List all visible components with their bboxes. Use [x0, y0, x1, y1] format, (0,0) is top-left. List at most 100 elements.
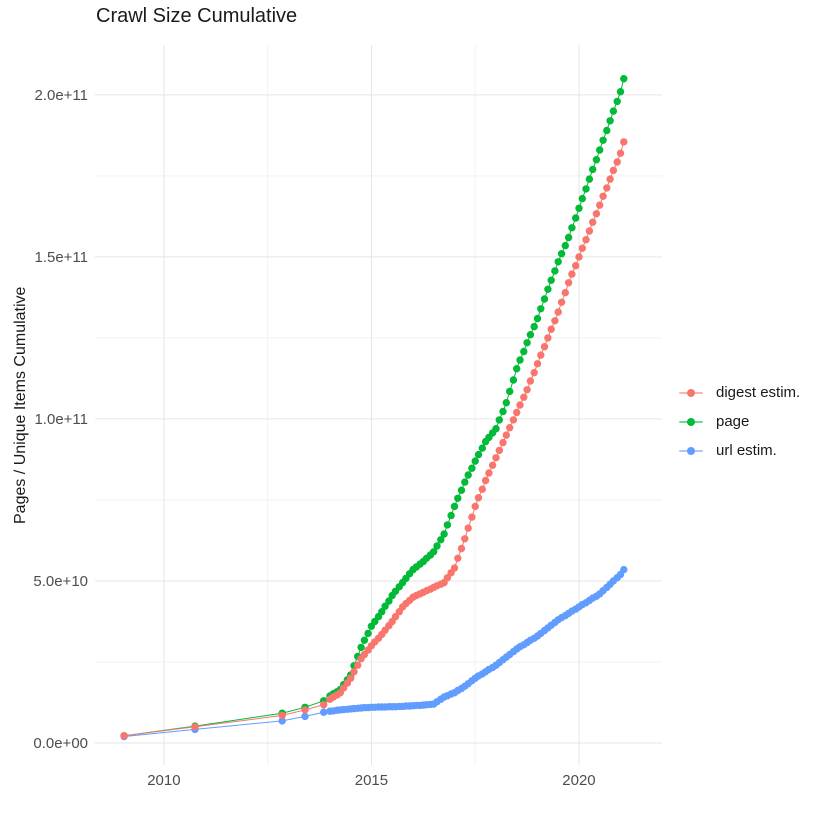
data-point-digest-estim-: [478, 485, 486, 493]
data-point-page: [499, 407, 507, 416]
data-point-page: [547, 276, 555, 284]
data-point-page: [596, 146, 604, 154]
data-point-page: [606, 117, 614, 125]
data-point-page: [509, 376, 518, 384]
data-point-page: [537, 305, 545, 313]
data-point-page: [520, 347, 528, 356]
data-point-digest-estim-: [537, 351, 545, 359]
data-point-digest-estim-: [547, 325, 555, 333]
data-point-page: [557, 250, 566, 258]
y-tick-label: 0.0e+00: [33, 735, 88, 752]
data-point-digest-estim-: [578, 244, 586, 252]
data-point-digest-estim-: [616, 149, 625, 157]
data-point-page: [599, 136, 607, 144]
data-point-digest-estim-: [530, 368, 538, 377]
data-point-digest-estim-: [554, 308, 562, 316]
data-point-digest-estim-: [468, 513, 476, 521]
legend-key-digest-estim-icon: [679, 388, 703, 398]
data-point-digest-estim-: [506, 424, 514, 432]
data-point-page: [540, 295, 549, 303]
x-tick-label: 2010: [147, 772, 180, 789]
data-point-digest-estim-: [613, 158, 621, 166]
data-point-page: [513, 365, 521, 373]
data-point-page: [578, 194, 586, 203]
data-point-digest-estim-: [526, 377, 535, 385]
data-point-digest-estim-: [278, 711, 286, 720]
data-point-digest-estim-: [354, 661, 362, 669]
data-point-digest-estim-: [551, 317, 559, 325]
data-point-page: [575, 204, 583, 212]
data-point-digest-estim-: [564, 279, 573, 287]
chart-title: Crawl Size Cumulative: [96, 5, 298, 27]
legend-item-url-estim: url estim.: [679, 436, 800, 465]
data-point-page: [464, 471, 472, 479]
data-point-digest-estim-: [471, 502, 479, 511]
data-point-digest-estim-: [609, 166, 618, 175]
data-point-page: [561, 241, 569, 250]
data-point-digest-estim-: [596, 201, 604, 209]
data-point-page: [468, 464, 476, 472]
data-point-digest-estim-: [544, 334, 552, 342]
data-point-digest-estim-: [474, 494, 483, 502]
data-point-digest-estim-: [464, 524, 472, 532]
data-point-page: [533, 314, 542, 323]
data-point-digest-estim-: [540, 343, 549, 351]
data-point-digest-estim-: [450, 564, 459, 572]
data-point-digest-estim-: [509, 416, 518, 424]
data-point-digest-estim-: [454, 554, 462, 562]
data-point-digest-estim-: [582, 236, 590, 244]
data-point-digest-estim-: [585, 227, 594, 235]
data-point-page: [454, 494, 462, 502]
data-point-digest-estim-: [575, 253, 583, 261]
data-point-page: [378, 608, 386, 616]
data-point-url-estim-: [278, 717, 286, 725]
data-point-url-estim-: [620, 565, 628, 574]
data-point-digest-estim-: [495, 446, 503, 455]
data-point-page: [495, 416, 503, 424]
data-point-digest-estim-: [523, 386, 531, 394]
data-point-page: [461, 478, 469, 486]
legend-label-digest-estim: digest estim.: [716, 384, 801, 401]
data-point-page: [381, 602, 389, 610]
data-point-page: [492, 425, 500, 433]
data-point-digest-estim-: [603, 184, 611, 192]
data-point-page: [506, 387, 514, 396]
data-point-page: [554, 258, 562, 266]
data-point-page: [478, 444, 486, 452]
data-point-digest-estim-: [533, 360, 542, 368]
series-line-page: [124, 78, 625, 737]
data-point-page: [592, 156, 601, 164]
data-point-digest-estim-: [620, 138, 628, 146]
data-point-page: [433, 542, 441, 550]
data-point-digest-estim-: [516, 401, 524, 409]
data-point-page: [526, 331, 535, 339]
legend-key-url-estim-icon: [679, 446, 703, 456]
data-point-page: [440, 530, 448, 538]
data-point-digest-estim-: [561, 288, 569, 297]
data-point-page: [447, 511, 455, 520]
data-point-page: [357, 643, 365, 652]
data-point-page: [385, 597, 393, 605]
data-point-page: [450, 502, 459, 511]
legend: digest estim. page url estim.: [679, 378, 800, 465]
data-point-page: [603, 126, 611, 135]
data-point-digest-estim-: [492, 454, 500, 462]
data-point-digest-estim-: [572, 262, 580, 270]
data-point-digest-estim-: [606, 175, 614, 183]
y-tick-label: 1.5e+11: [34, 249, 88, 266]
data-point-page: [437, 536, 445, 544]
data-point-page: [609, 107, 618, 115]
data-point-url-estim-: [301, 712, 309, 721]
data-point-digest-estim-: [520, 393, 528, 401]
data-point-digest-estim-: [589, 218, 597, 226]
data-point-digest-estim-: [568, 270, 576, 278]
y-tick-label: 1.0e+11: [34, 411, 88, 428]
data-point-page: [589, 165, 597, 174]
data-point-digest-estim-: [488, 461, 497, 469]
data-point-url-estim-: [320, 708, 328, 716]
data-point-page: [582, 185, 590, 193]
series-line-url-estim-: [124, 569, 625, 737]
legend-label-page: page: [716, 413, 750, 430]
